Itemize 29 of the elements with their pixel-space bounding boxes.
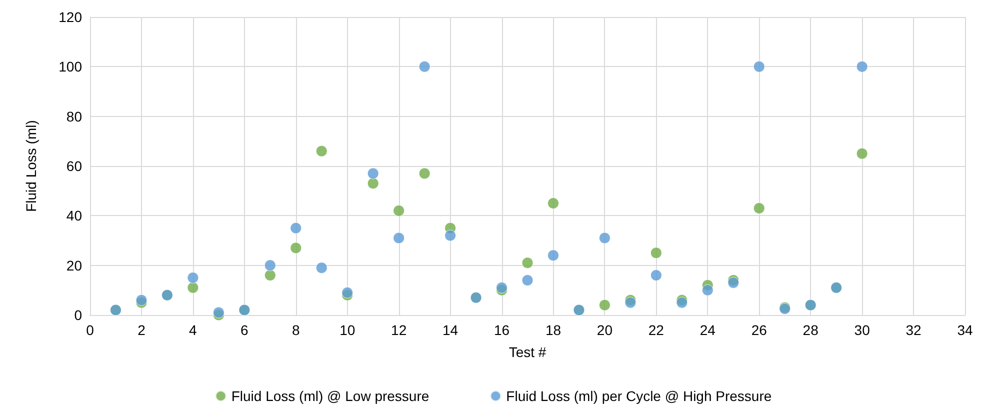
legend-label: Fluid Loss (ml) per Cycle @ High Pressure [506, 388, 772, 404]
x-tick-label: 8 [292, 322, 300, 338]
x-tick-label: 14 [442, 322, 458, 338]
x-tick-label: 26 [751, 322, 768, 338]
x-tick-label: 18 [545, 322, 562, 338]
x-tick-label: 30 [854, 322, 870, 338]
x-tick-label: 34 [957, 322, 973, 338]
x-tick-label: 32 [906, 322, 922, 338]
x-tick-label: 20 [596, 322, 613, 338]
x-axis-title: Test # [508, 344, 546, 360]
y-axis-title: Fluid Loss (ml) [23, 120, 39, 212]
y-tick-label: 0 [74, 307, 82, 323]
x-tick-label: 0 [86, 322, 94, 338]
y-tick-label: 100 [58, 58, 82, 75]
legend-label: Fluid Loss (ml) @ Low pressure [231, 388, 430, 404]
y-tick-label: 20 [66, 257, 82, 274]
x-tick-label: 24 [700, 322, 716, 338]
x-tick-label: 2 [138, 322, 146, 338]
y-tick-label: 60 [66, 158, 82, 174]
y-tick-label: 120 [58, 9, 82, 25]
x-tick-label: 10 [340, 322, 356, 338]
y-tick-label: 40 [66, 208, 82, 224]
x-tick-label: 28 [802, 322, 819, 338]
x-tick-label: 4 [189, 322, 198, 338]
y-tick-label: 80 [66, 108, 82, 124]
x-tick-label: 12 [391, 322, 407, 338]
x-tick-label: 16 [494, 322, 510, 338]
x-tick-label: 22 [648, 322, 664, 338]
x-tick-label: 6 [240, 322, 249, 338]
